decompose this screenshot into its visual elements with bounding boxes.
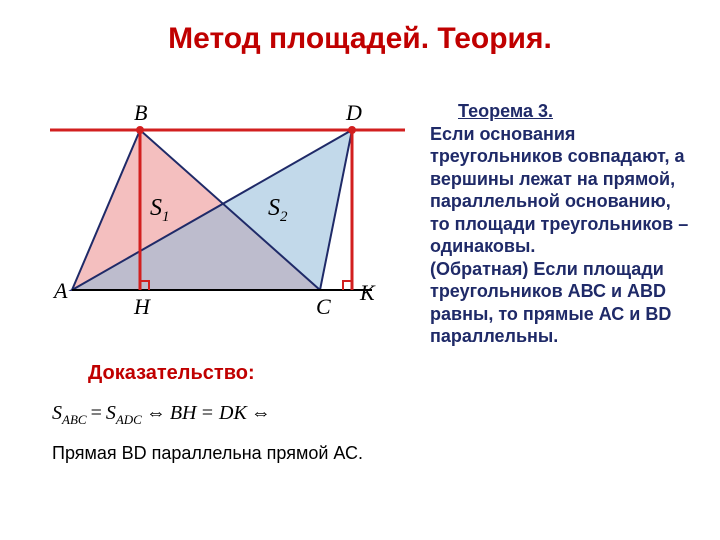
- theorem-title: Теорема 3.: [458, 100, 553, 123]
- iff-icon: ⇔: [146, 402, 166, 425]
- svg-text:H: H: [133, 294, 151, 319]
- proof-formula: SABC = SADC ⇔ BH = DK ⇔: [52, 402, 271, 428]
- svg-text:K: K: [359, 280, 376, 305]
- proof-conclusion: Прямая BD параллельна прямой АС.: [52, 442, 392, 465]
- geometry-diagram: ABCDHKS1S2: [50, 100, 410, 340]
- formula-part: SADC: [106, 402, 142, 428]
- formula-part: SABC: [52, 402, 87, 428]
- proof-label-text: Доказательство:: [88, 362, 255, 384]
- proof-label: Доказательство:: [88, 362, 255, 385]
- page-title: Метод площадей. Теория.: [0, 22, 720, 56]
- formula-part: BH: [170, 402, 197, 425]
- formula-part: =: [91, 402, 102, 425]
- title-text: Метод площадей. Теория.: [168, 22, 552, 55]
- proof-conclusion-text: Прямая BD параллельна прямой АС.: [52, 443, 363, 463]
- theorem-block: Теорема 3. Если основания треугольников …: [430, 100, 695, 348]
- iff-icon: ⇔: [251, 402, 271, 425]
- theorem-body-1: Если основания треугольников совпадают, …: [430, 124, 688, 257]
- formula-part: = DK: [201, 402, 247, 425]
- svg-text:B: B: [134, 100, 147, 125]
- svg-text:C: C: [316, 294, 331, 319]
- theorem-body-2: (Обратная) Если площади треугольников АВ…: [430, 259, 671, 347]
- svg-text:D: D: [345, 100, 362, 125]
- svg-text:A: A: [52, 278, 68, 303]
